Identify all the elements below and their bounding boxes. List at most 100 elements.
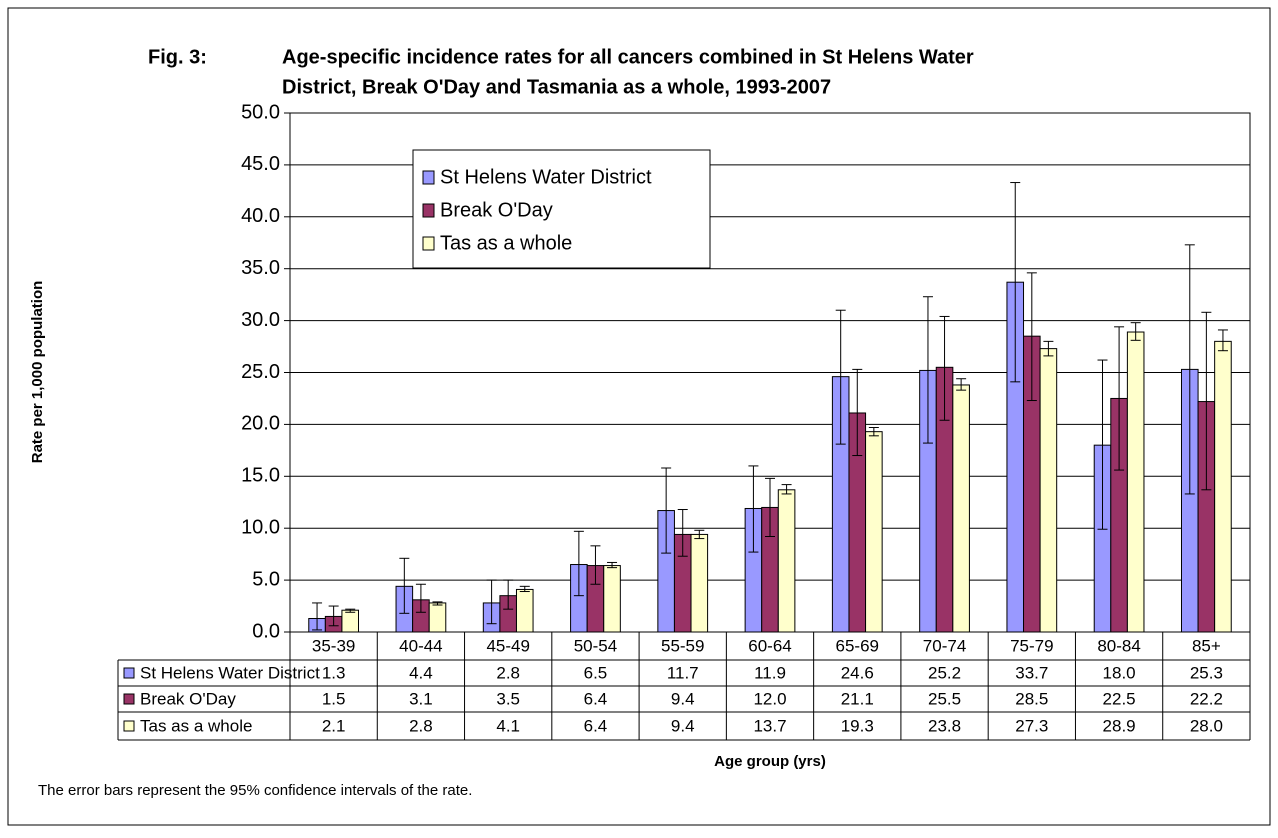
data-label: 19.3 — [841, 716, 874, 735]
data-label: 3.5 — [496, 689, 520, 708]
error-bar — [415, 583, 426, 613]
data-label: 6.4 — [584, 689, 608, 708]
x-tick-label: 60-64 — [748, 636, 791, 655]
x-tick-label: 65-69 — [836, 636, 879, 655]
data-label: 4.1 — [496, 716, 520, 735]
bar — [1126, 331, 1145, 633]
error-bar — [486, 579, 497, 625]
error-bar — [503, 579, 514, 610]
data-label: 21.1 — [841, 689, 874, 708]
data-label: 1.3 — [322, 663, 346, 682]
legend-swatch — [422, 170, 435, 185]
error-bar — [835, 309, 846, 445]
y-tick-label: 35.0 — [241, 257, 280, 279]
data-label: 28.0 — [1190, 716, 1223, 735]
error-bar — [573, 530, 584, 597]
data-label: 2.8 — [409, 716, 433, 735]
bar — [1039, 348, 1058, 633]
error-bar — [661, 467, 672, 554]
bar — [865, 431, 883, 633]
x-tick-label: 50-54 — [574, 636, 617, 655]
bar — [515, 588, 534, 633]
y-tick-label: 30.0 — [241, 309, 280, 331]
figure-label: Fig. 3: — [148, 46, 207, 68]
data-label: 6.4 — [584, 716, 608, 735]
data-label: 3.1 — [409, 689, 433, 708]
legend-swatch — [422, 203, 435, 218]
legend — [412, 149, 711, 269]
note: The error bars represent the 95% confide… — [38, 782, 472, 799]
data-label: 2.8 — [496, 663, 520, 682]
data-label: 24.6 — [841, 663, 874, 682]
error-bar — [1010, 182, 1021, 383]
error-bar — [868, 427, 879, 437]
table-swatch — [123, 693, 135, 705]
data-label: 4.4 — [409, 663, 433, 682]
error-bar — [399, 557, 410, 614]
x-tick-label: 40-44 — [399, 636, 442, 655]
error-bar — [694, 529, 705, 540]
error-bar — [1217, 329, 1228, 352]
error-bar — [432, 601, 443, 606]
data-label: 28.5 — [1015, 689, 1048, 708]
data-label: 22.5 — [1103, 689, 1136, 708]
data-label: 22.2 — [1190, 689, 1223, 708]
y-tick-label: 25.0 — [241, 361, 280, 383]
data-label: 2.1 — [322, 716, 346, 735]
data-label: 9.4 — [671, 716, 695, 735]
error-bar — [1114, 326, 1125, 471]
data-label: 18.0 — [1103, 663, 1136, 682]
bar — [952, 384, 970, 633]
legend-label: Break O'Day — [440, 199, 553, 221]
chart-title: Age-specific incidence rates for all can… — [282, 46, 974, 68]
x-tick-label: 55-59 — [661, 636, 704, 655]
y-tick-label: 15.0 — [241, 465, 280, 487]
y-axis-label: Rate per 1,000 population — [29, 281, 46, 464]
error-bar — [748, 465, 759, 553]
x-tick-label: 85+ — [1192, 636, 1221, 655]
table-row-label: Break O'Day — [140, 689, 236, 708]
table-swatch — [123, 667, 135, 679]
error-bar — [607, 561, 618, 569]
data-label: 33.7 — [1015, 663, 1048, 682]
error-bar — [781, 484, 792, 495]
error-bar — [852, 368, 863, 457]
error-bar — [1043, 340, 1054, 357]
data-label: 27.3 — [1015, 716, 1048, 735]
data-label: 6.5 — [584, 663, 608, 682]
data-label: 25.3 — [1190, 663, 1223, 682]
y-tick-label: 40.0 — [241, 205, 280, 227]
data-label: 1.5 — [322, 689, 346, 708]
error-bar — [1097, 359, 1108, 530]
error-bar — [1201, 311, 1212, 491]
y-tick-label: 0.0 — [252, 620, 280, 642]
error-bar — [939, 315, 950, 421]
error-bar — [345, 608, 356, 613]
data-label: 23.8 — [928, 716, 961, 735]
error-bar — [1026, 272, 1037, 402]
error-bar — [590, 545, 601, 585]
legend-swatch — [422, 236, 435, 251]
error-bar — [765, 477, 775, 538]
legend-label: St Helens Water District — [440, 166, 652, 188]
error-bar — [1130, 322, 1141, 341]
data-label: 25.2 — [928, 663, 961, 682]
x-tick-label: 75-79 — [1010, 636, 1053, 655]
bar — [777, 489, 796, 633]
data-label: 11.7 — [667, 663, 699, 682]
table-row-label: Tas as a whole — [140, 716, 252, 735]
bar — [603, 565, 621, 633]
y-tick-label: 20.0 — [241, 413, 280, 435]
x-axis-label: Age group (yrs) — [714, 753, 826, 770]
error-bar — [922, 296, 933, 444]
chart-title: District, Break O'Day and Tasmania as a … — [282, 76, 831, 98]
data-label: 28.9 — [1103, 716, 1136, 735]
bar — [341, 609, 360, 633]
table-swatch — [123, 720, 135, 732]
y-tick-label: 5.0 — [252, 568, 280, 590]
bar — [690, 533, 709, 633]
legend-label: Tas as a whole — [440, 232, 572, 254]
data-label: 12.0 — [753, 689, 786, 708]
table-row-label: St Helens Water District — [140, 663, 320, 682]
